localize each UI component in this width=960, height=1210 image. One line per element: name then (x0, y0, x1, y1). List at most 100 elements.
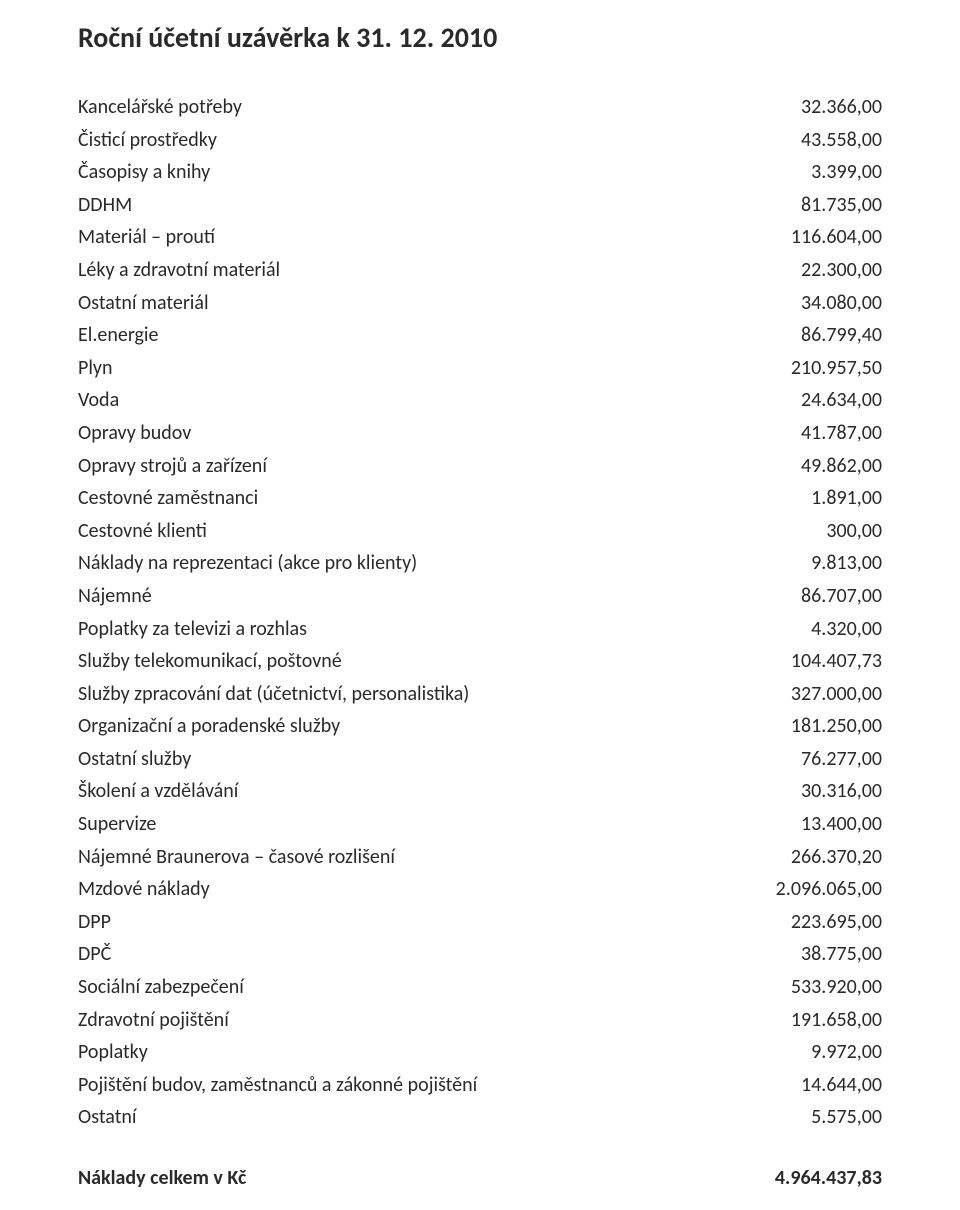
expense-value: 3.399,00 (811, 156, 882, 189)
table-row: Ostatní služby 76.277,00 (78, 743, 882, 776)
table-row: Ostatní 5.575,00 (78, 1101, 882, 1134)
table-row: Cestovné zaměstnanci 1.891,00 (78, 482, 882, 515)
expense-value: 181.250,00 (791, 710, 882, 743)
table-row: Cestovné klienti 300,00 (78, 515, 882, 548)
expense-value: 22.300,00 (801, 254, 882, 287)
expense-label: Supervize (78, 808, 156, 841)
expense-label: Ostatní materiál (78, 287, 209, 320)
table-row: DDHM81.735,00 (78, 189, 882, 222)
expense-value: 43.558,00 (801, 124, 882, 157)
table-row: Opravy budov 41.787,00 (78, 417, 882, 450)
expense-label: Plyn (78, 352, 112, 385)
expense-value: 223.695,00 (791, 906, 882, 939)
table-row: Poplatky za televizi a rozhlas 4.320,00 (78, 613, 882, 646)
expense-value: 104.407,73 (791, 645, 882, 678)
table-row: Kancelářské potřeby 32.366,00 (78, 91, 882, 124)
expense-label: Opravy budov (78, 417, 191, 450)
expense-label: Čisticí prostředky (78, 124, 217, 157)
expense-label: Pojištění budov, zaměstnanců a zákonné p… (78, 1069, 477, 1102)
expense-label: Náklady na reprezentaci (akce pro klient… (78, 547, 417, 580)
expense-value: 210.957,50 (791, 352, 882, 385)
expense-value: 38.775,00 (801, 938, 882, 971)
expense-label: Ostatní služby (78, 743, 191, 776)
expense-label: Poplatky za televizi a rozhlas (78, 613, 307, 646)
expense-value: 81.735,00 (801, 189, 882, 222)
expense-value: 191.658,00 (791, 1004, 882, 1037)
expense-value: 9.813,00 (811, 547, 882, 580)
table-row: Mzdové náklady 2.096.065,00 (78, 873, 882, 906)
total-row: Náklady celkem v Kč 4.964.437,83 (78, 1166, 882, 1190)
table-row: Školení a vzdělávání 30.316,00 (78, 775, 882, 808)
table-row: Čisticí prostředky 43.558,00 (78, 124, 882, 157)
expense-value: 41.787,00 (801, 417, 882, 450)
expense-label: DPČ (78, 938, 111, 971)
table-row: Časopisy a knihy 3.399,00 (78, 156, 882, 189)
table-row: Materiál – proutí 116.604,00 (78, 221, 882, 254)
table-row: Nájemné Braunerova – časové rozlišení 266… (78, 841, 882, 874)
expense-value: 533.920,00 (791, 971, 882, 1004)
expense-value: 5.575,00 (811, 1101, 882, 1134)
table-row: Zdravotní pojištění 191.658,00 (78, 1004, 882, 1037)
expense-label: Mzdové náklady (78, 873, 210, 906)
expense-value: 14.644,00 (801, 1069, 882, 1102)
expense-label: Nájemné Braunerova – časové rozlišení (78, 841, 395, 874)
table-row: Opravy strojů a zařízení 49.862,00 (78, 450, 882, 483)
table-row: Voda 24.634,00 (78, 384, 882, 417)
expense-label: Sociální zabezpečení (78, 971, 244, 1004)
table-row: Náklady na reprezentaci (akce pro klient… (78, 547, 882, 580)
expense-value: 30.316,00 (801, 775, 882, 808)
expense-value: 76.277,00 (801, 743, 882, 776)
expense-label: Materiál – proutí (78, 221, 215, 254)
expense-value: 2.096.065,00 (776, 873, 882, 906)
table-row: DPP 223.695,00 (78, 906, 882, 939)
total-value: 4.964.437,83 (775, 1166, 882, 1190)
expense-label: Léky a zdravotní materiál (78, 254, 280, 287)
expense-value: 116.604,00 (791, 221, 882, 254)
expense-label: DPP (78, 906, 111, 939)
expense-label: Služby zpracování dat (účetnictví, perso… (78, 678, 469, 711)
expense-value: 32.366,00 (801, 91, 882, 124)
expense-label: Organizační a poradenské služby (78, 710, 340, 743)
table-row: Poplatky 9.972,00 (78, 1036, 882, 1069)
table-row: El.energie 86.799,40 (78, 319, 882, 352)
table-row: Supervize 13.400,00 (78, 808, 882, 841)
expense-value: 86.799,40 (801, 319, 882, 352)
expense-label: Cestovné klienti (78, 515, 207, 548)
expense-label: El.energie (78, 319, 158, 352)
expense-value: 1.891,00 (811, 482, 882, 515)
expense-value: 13.400,00 (801, 808, 882, 841)
expense-label: Školení a vzdělávání (78, 775, 238, 808)
expense-label: Zdravotní pojištění (78, 1004, 229, 1037)
expense-label: Časopisy a knihy (78, 156, 210, 189)
expense-value: 4.320,00 (811, 613, 882, 646)
expense-value: 9.972,00 (811, 1036, 882, 1069)
expense-label: Ostatní (78, 1101, 137, 1134)
expense-label: Opravy strojů a zařízení (78, 450, 267, 483)
table-row: Nájemné 86.707,00 (78, 580, 882, 613)
expense-label: Cestovné zaměstnanci (78, 482, 258, 515)
table-row: Plyn 210.957,50 (78, 352, 882, 385)
table-row: Léky a zdravotní materiál 22.300,00 (78, 254, 882, 287)
total-label: Náklady celkem v Kč (78, 1166, 246, 1190)
expense-value: 266.370,20 (791, 841, 882, 874)
expense-label: Poplatky (78, 1036, 148, 1069)
expense-label: Kancelářské potřeby (78, 91, 242, 124)
table-row: Služby telekomunikací, poštovné 104.407,7… (78, 645, 882, 678)
table-row: DPČ 38.775,00 (78, 938, 882, 971)
expense-value: 34.080,00 (801, 287, 882, 320)
expense-label: Služby telekomunikací, poštovné (78, 645, 342, 678)
expense-label: Nájemné (78, 580, 152, 613)
expense-value: 24.634,00 (801, 384, 882, 417)
expense-value: 300,00 (826, 515, 882, 548)
expense-label: Voda (78, 384, 119, 417)
table-row: Služby zpracování dat (účetnictví, perso… (78, 678, 882, 711)
table-row: Ostatní materiál 34.080,00 (78, 287, 882, 320)
expense-value: 327.000,00 (791, 678, 882, 711)
expense-table: Kancelářské potřeby32.366,00Čisticí pros… (78, 91, 882, 1134)
table-row: Sociální zabezpečení 533.920,00 (78, 971, 882, 1004)
table-row: Organizační a poradenské služby 181.250,0… (78, 710, 882, 743)
expense-value: 49.862,00 (801, 450, 882, 483)
page-title: Roční účetní uzávěrka k 31. 12. 2010 (78, 20, 882, 55)
expense-value: 86.707,00 (801, 580, 882, 613)
table-row: Pojištění budov, zaměstnanců a zákonné p… (78, 1069, 882, 1102)
